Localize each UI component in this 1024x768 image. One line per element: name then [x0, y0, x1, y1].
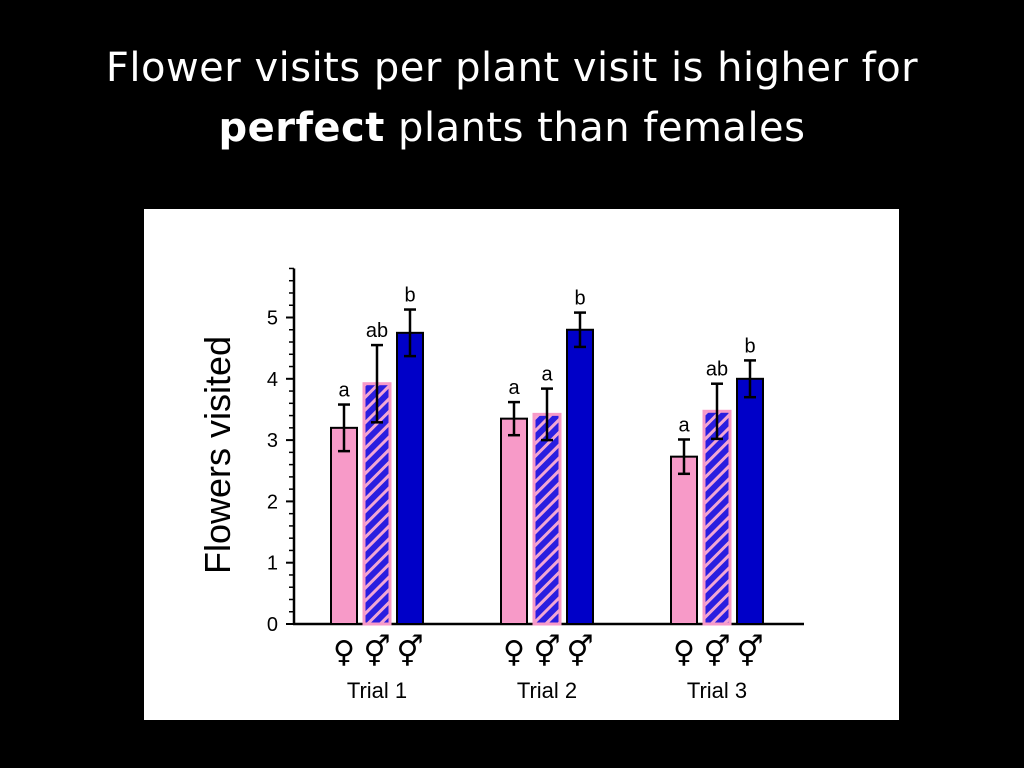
y-tick-label: 2 — [267, 491, 278, 513]
y-tick-label: 1 — [267, 553, 278, 575]
y-tick-label: 3 — [267, 430, 278, 452]
sex-symbol-label: ⚥ — [363, 634, 390, 670]
sex-symbol-label: ♀ — [503, 635, 525, 670]
bar — [500, 417, 528, 625]
significance-label: ab — [706, 359, 728, 381]
sex-symbol-label: ⚥ — [566, 634, 593, 670]
slide-title: Flower visits per plant visit is higher … — [0, 38, 1024, 158]
y-tick-label: 4 — [267, 369, 278, 391]
significance-label: b — [404, 285, 415, 307]
plot-area: 0 1 2 3 4 5 a ♀ ab ⚥ b ⚥ Trial 1 a ♀ a ⚥ b ⚥ Trial 2 a ♀ ab ⚥ b ⚥… — [267, 267, 804, 703]
sex-symbol-label: ⚥ — [533, 634, 560, 670]
title-line-2: perfect plants than females — [0, 98, 1024, 158]
significance-label: a — [508, 377, 520, 399]
bar — [566, 328, 594, 625]
bar — [736, 377, 764, 625]
sex-symbol-label: ♀ — [673, 635, 695, 670]
y-tick-label: 0 — [267, 614, 278, 636]
bar — [670, 455, 698, 625]
title-bold-word: perfect — [218, 105, 385, 151]
significance-label: ab — [366, 320, 388, 342]
bar — [396, 331, 424, 625]
title-line-1: Flower visits per plant visit is higher … — [105, 45, 919, 91]
sex-symbol-label: ⚥ — [736, 634, 763, 670]
bar — [532, 412, 562, 626]
y-tick-label: 5 — [267, 308, 278, 330]
category-label: Trial 2 — [517, 678, 577, 703]
significance-label: a — [541, 364, 553, 386]
significance-label: b — [744, 335, 755, 357]
sex-symbol-label: ⚥ — [396, 634, 423, 670]
bar — [702, 409, 732, 626]
significance-label: a — [338, 380, 350, 402]
significance-label: b — [574, 288, 585, 310]
title-line-2-rest: plants than females — [384, 105, 806, 151]
category-label: Trial 1 — [347, 678, 407, 703]
sex-symbol-label: ⚥ — [703, 634, 730, 670]
y-axis-label: Flowers visited — [197, 336, 238, 574]
significance-label: a — [678, 414, 690, 436]
chart-panel: Flowers visited 0 1 2 3 4 5 a ♀ ab ⚥ b ⚥ Trial 1 a ♀ a ⚥… — [144, 209, 899, 720]
category-label: Trial 3 — [687, 678, 747, 703]
bar — [330, 426, 358, 625]
sex-symbol-label: ♀ — [333, 635, 355, 670]
